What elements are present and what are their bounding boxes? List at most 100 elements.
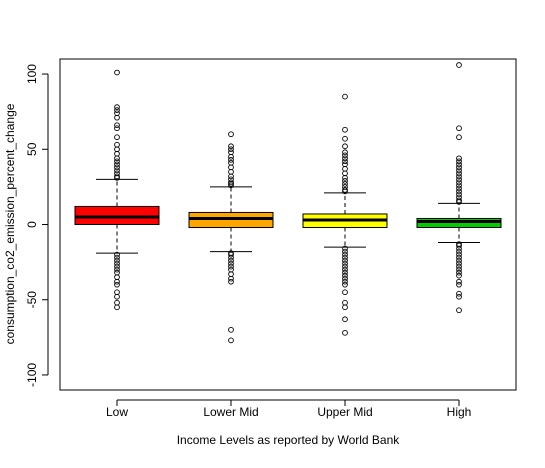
outlier-point bbox=[456, 263, 462, 270]
outlier-point bbox=[114, 263, 120, 270]
outlier-point bbox=[342, 248, 348, 255]
outlier-point bbox=[114, 281, 120, 288]
outlier-point bbox=[342, 178, 348, 184]
outlier-point bbox=[114, 161, 120, 168]
x-tick-label: Low bbox=[106, 405, 128, 419]
outlier-point bbox=[456, 290, 462, 297]
outlier-point bbox=[228, 153, 234, 160]
outlier-point bbox=[456, 188, 462, 195]
box-group bbox=[416, 62, 502, 314]
outlier-point bbox=[456, 257, 462, 264]
outlier-point bbox=[342, 188, 348, 195]
outlier-point bbox=[342, 266, 348, 273]
outlier-point bbox=[456, 191, 462, 198]
outlier-point bbox=[114, 251, 120, 258]
outlier-point bbox=[342, 278, 348, 285]
outlier-point bbox=[342, 158, 348, 165]
outlier-point bbox=[456, 161, 462, 168]
outlier-point bbox=[456, 272, 462, 279]
outlier-point bbox=[456, 182, 462, 189]
outlier-point bbox=[114, 304, 120, 311]
y-axis: 100 50 0 -50 -100 bbox=[25, 64, 49, 387]
outlier-point bbox=[456, 176, 462, 183]
outlier-point bbox=[114, 107, 120, 114]
outlier-point bbox=[456, 251, 462, 258]
outlier-point bbox=[342, 329, 348, 336]
x-tick-label: Upper Mid bbox=[317, 405, 372, 419]
outlier-point bbox=[114, 254, 120, 261]
outlier-point bbox=[114, 257, 120, 264]
outlier-point bbox=[342, 175, 348, 181]
x-axis-label: Income Levels as reported by World Bank bbox=[177, 433, 401, 447]
outlier-point bbox=[342, 260, 348, 267]
x-axis: Low Lower Mid Upper Mid High bbox=[106, 399, 471, 419]
outlier-point bbox=[228, 251, 234, 258]
outlier-point bbox=[114, 278, 120, 285]
outlier-point bbox=[456, 155, 462, 162]
outlier-point bbox=[456, 269, 462, 276]
outlier-point bbox=[456, 199, 462, 205]
outlier-point bbox=[114, 164, 120, 171]
outlier-point bbox=[456, 167, 462, 174]
outlier-point bbox=[456, 62, 462, 68]
outlier-point bbox=[456, 125, 462, 132]
outlier-point bbox=[456, 254, 462, 261]
outlier-point bbox=[114, 260, 120, 267]
y-tick-label: 50 bbox=[25, 142, 39, 156]
outlier-point bbox=[342, 281, 348, 288]
outlier-point bbox=[456, 170, 462, 177]
outlier-point bbox=[342, 263, 348, 270]
outlier-point bbox=[228, 275, 234, 282]
outlier-point bbox=[114, 125, 120, 132]
outlier-point bbox=[456, 260, 462, 267]
outlier-point bbox=[342, 149, 348, 156]
outlier-point bbox=[342, 155, 348, 162]
outlier-point bbox=[114, 134, 120, 141]
y-axis-label: consumption_co2_emission_percent_change bbox=[3, 103, 17, 344]
plot-area-frame bbox=[59, 58, 517, 391]
outlier-point bbox=[228, 254, 234, 261]
outlier-point bbox=[456, 158, 462, 165]
y-tick-label: -100 bbox=[25, 363, 39, 387]
outlier-point bbox=[228, 278, 234, 285]
outlier-point bbox=[228, 326, 234, 333]
outlier-point bbox=[342, 152, 348, 159]
outlier-point bbox=[228, 173, 234, 180]
outlier-point bbox=[456, 278, 462, 285]
y-tick-label: 100 bbox=[25, 64, 39, 84]
outlier-point bbox=[456, 134, 462, 141]
box-group bbox=[302, 93, 388, 336]
outlier-point bbox=[456, 307, 462, 314]
outlier-point bbox=[114, 158, 120, 165]
outlier-point bbox=[228, 263, 234, 270]
outlier-point bbox=[228, 146, 234, 153]
outlier-point bbox=[342, 251, 348, 258]
outlier-point bbox=[456, 185, 462, 192]
outlier-point bbox=[456, 173, 462, 180]
outlier-point bbox=[456, 245, 462, 252]
boxplot-series bbox=[74, 62, 502, 344]
outlier-point bbox=[228, 143, 234, 150]
outlier-point bbox=[114, 122, 120, 129]
outlier-point bbox=[456, 179, 462, 186]
outlier-point bbox=[342, 126, 348, 133]
y-tick-label: 0 bbox=[25, 221, 39, 228]
outlier-point bbox=[114, 167, 120, 174]
outlier-point bbox=[342, 275, 348, 282]
outlier-point bbox=[456, 164, 462, 171]
box-group bbox=[188, 131, 274, 344]
outlier-point bbox=[342, 245, 348, 252]
outlier-point bbox=[342, 257, 348, 264]
outlier-point bbox=[342, 289, 348, 296]
outlier-point bbox=[228, 131, 234, 138]
outlier-point bbox=[456, 293, 462, 300]
box-iqr bbox=[188, 211, 274, 229]
outlier-point bbox=[456, 242, 462, 249]
outlier-point bbox=[114, 114, 120, 121]
outlier-point bbox=[456, 248, 462, 255]
outlier-point bbox=[342, 304, 348, 311]
outlier-point bbox=[114, 266, 120, 273]
outlier-point bbox=[228, 337, 234, 344]
